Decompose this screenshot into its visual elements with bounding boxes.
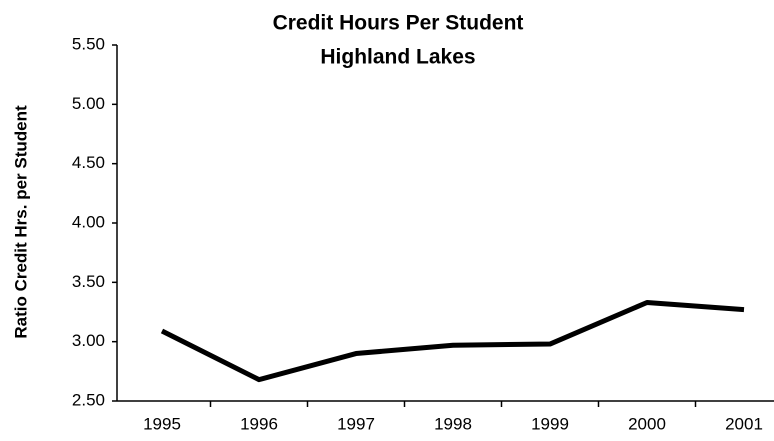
y-tick-label: 4.00 [72, 212, 105, 231]
x-tick-label: 1996 [240, 414, 278, 433]
y-axis-label: Ratio Credit Hrs. per Student [11, 105, 30, 339]
y-tick-label: 3.00 [72, 331, 105, 350]
x-tick-label: 1997 [337, 414, 375, 433]
chart-subtitle: Highland Lakes [320, 46, 475, 69]
x-tick-label: 1995 [143, 414, 181, 433]
y-tick-label: 4.50 [72, 153, 105, 172]
y-tick-label: 5.00 [72, 94, 105, 113]
x-tick-label: 1998 [434, 414, 472, 433]
x-tick-label: 1999 [531, 414, 569, 433]
x-tick-label: 2000 [628, 414, 666, 433]
chart-title: Credit Hours Per Student [273, 12, 524, 35]
y-tick-label: 3.50 [72, 272, 105, 291]
y-tick-label: 2.50 [72, 390, 105, 409]
y-tick-label: 5.50 [72, 34, 105, 53]
x-tick-label: 2001 [725, 414, 763, 433]
data-line [160, 300, 745, 383]
